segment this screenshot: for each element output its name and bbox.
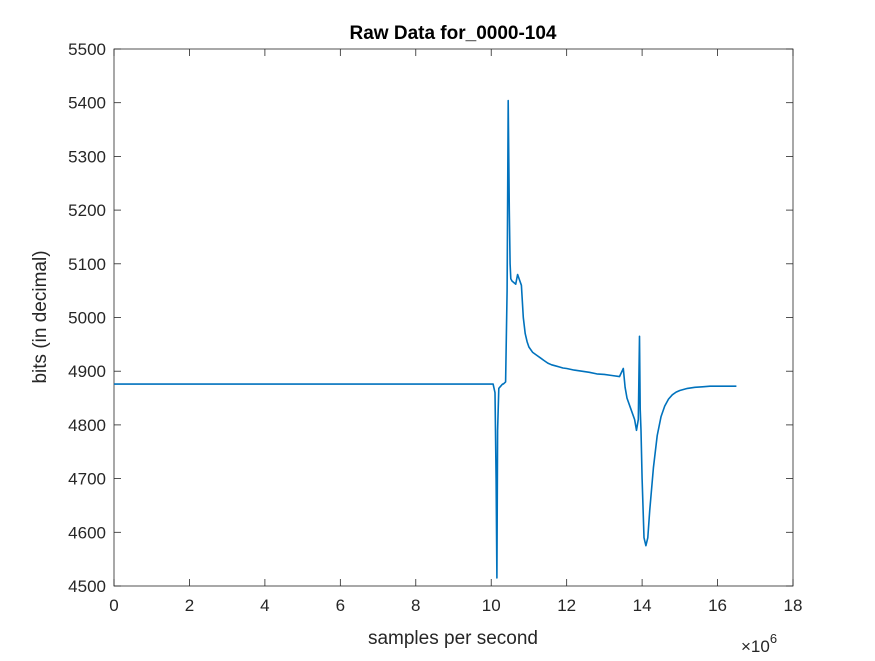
chart-title: Raw Data for_0000-104 (350, 23, 557, 44)
x-tick-label: 4 (260, 596, 269, 615)
x-tick-label: 18 (784, 596, 803, 615)
x-tick-label: 0 (109, 596, 118, 615)
x-tick-label: 6 (336, 596, 345, 615)
series-layer (114, 99, 737, 579)
x-tick-label: 12 (557, 596, 576, 615)
y-tick-label: 5400 (68, 94, 106, 113)
series-line-0 (114, 99, 737, 579)
x-tick-label: 14 (633, 596, 652, 615)
y-tick-label: 5300 (68, 147, 106, 166)
plot-area (113, 48, 794, 587)
y-axis-ticks: 4500 4600 4700 4800 4900 5000 5100 5200 5300 5400… (68, 40, 793, 596)
y-tick-label: 5200 (68, 201, 106, 220)
y-axis-label: bits (in decimal) (30, 250, 51, 383)
y-tick-label: 4700 (68, 470, 106, 489)
x-axis-label: samples per second (368, 628, 538, 649)
y-tick-label: 4900 (68, 362, 106, 381)
y-tick-label: 5500 (68, 40, 106, 59)
x-exponent-label: ×106 (741, 631, 777, 656)
y-tick-label: 4500 (68, 577, 106, 596)
x-exponent-power: 6 (770, 631, 777, 646)
x-exponent-base: ×10 (741, 637, 770, 656)
x-axis-ticks: 0 2 4 6 8 10 12 14 16 18 (109, 49, 802, 615)
x-tick-label: 16 (708, 596, 727, 615)
y-tick-label: 4600 (68, 523, 106, 542)
x-tick-label: 8 (411, 596, 420, 615)
y-tick-label: 4800 (68, 416, 106, 435)
y-tick-label: 5100 (68, 255, 106, 274)
y-tick-label: 5000 (68, 309, 106, 328)
x-tick-label: 2 (185, 596, 194, 615)
x-tick-label: 10 (482, 596, 501, 615)
